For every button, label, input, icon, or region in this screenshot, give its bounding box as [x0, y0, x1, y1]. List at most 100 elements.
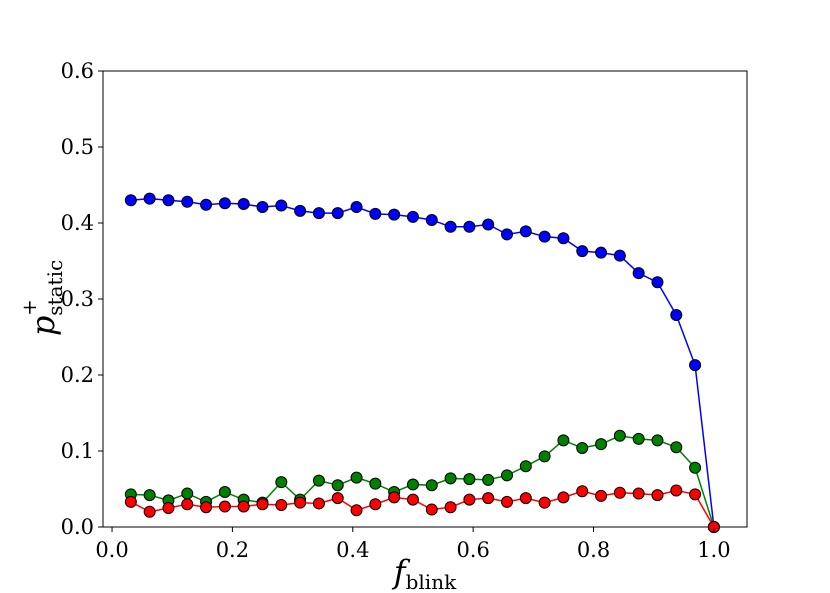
data-point	[256, 201, 269, 214]
data-point	[444, 220, 457, 233]
data-point	[181, 487, 194, 500]
data-point	[519, 460, 532, 473]
data-point	[312, 497, 325, 510]
series-line	[130, 197, 715, 528]
x-axis-label: fblink	[392, 553, 457, 593]
data-point	[632, 432, 645, 445]
data-point	[576, 245, 589, 258]
data-point	[124, 194, 137, 207]
data-point	[294, 204, 307, 217]
data-point	[369, 477, 382, 490]
data-point	[369, 498, 382, 511]
data-point	[444, 472, 457, 485]
data-point	[463, 493, 476, 506]
data-point	[538, 496, 551, 509]
data-point	[275, 476, 288, 489]
y-tick-label: 0.3	[61, 287, 94, 311]
data-point	[651, 489, 664, 502]
data-point	[331, 492, 344, 505]
data-point	[613, 486, 626, 499]
data-point	[689, 488, 702, 501]
data-point	[143, 192, 156, 205]
data-point	[200, 198, 213, 211]
data-point	[444, 501, 457, 514]
data-point	[425, 479, 438, 492]
data-point	[519, 225, 532, 238]
data-point	[557, 434, 570, 447]
data-point	[143, 489, 156, 502]
y-tick-label: 0.5	[61, 135, 94, 159]
data-point	[501, 228, 514, 241]
data-point	[689, 359, 702, 372]
data-point	[162, 194, 175, 207]
data-point	[463, 473, 476, 486]
data-point	[256, 498, 269, 511]
series-2	[124, 484, 720, 533]
data-point	[482, 473, 495, 486]
data-point	[482, 492, 495, 505]
data-point	[595, 489, 608, 502]
data-point	[425, 213, 438, 226]
data-point	[181, 195, 194, 208]
x-tick-label: 0.6	[456, 538, 489, 562]
y-tick-label: 0.2	[61, 363, 94, 387]
data-point	[576, 441, 589, 454]
data-point	[651, 276, 664, 289]
data-point	[519, 492, 532, 505]
data-point	[275, 498, 288, 511]
data-point	[331, 479, 344, 492]
data-point	[613, 429, 626, 442]
data-point	[613, 249, 626, 262]
series-layer	[124, 192, 720, 533]
data-point	[425, 503, 438, 516]
data-point	[218, 500, 231, 513]
data-point	[162, 502, 175, 514]
data-point	[200, 501, 213, 514]
data-point	[275, 199, 288, 212]
data-point	[670, 484, 683, 497]
data-point	[463, 220, 476, 233]
data-point	[576, 485, 589, 498]
data-point	[632, 267, 645, 280]
data-point	[557, 491, 570, 504]
data-point	[218, 486, 231, 499]
data-point	[501, 495, 514, 508]
data-point	[237, 500, 250, 513]
data-point	[181, 498, 194, 511]
axes-frame	[102, 70, 748, 528]
x-tick-label: 0.4	[336, 538, 369, 562]
data-point	[406, 210, 419, 223]
data-point	[538, 230, 551, 243]
data-point	[670, 441, 683, 454]
data-point	[406, 493, 419, 506]
data-point	[406, 478, 419, 491]
data-point	[501, 469, 514, 482]
data-point	[689, 461, 702, 474]
x-axis: 0.0 0.2 0.4 0.6 0.8 1.0	[95, 527, 731, 562]
data-point	[388, 491, 401, 504]
data-point	[331, 207, 344, 220]
y-tick-label: 0.1	[61, 439, 94, 463]
data-point	[388, 208, 401, 221]
data-point	[237, 198, 250, 210]
data-point	[538, 450, 551, 463]
data-point	[312, 207, 325, 220]
series-line	[130, 435, 715, 528]
series-0	[124, 192, 720, 533]
x-tick-label: 1.0	[697, 538, 730, 562]
data-point	[143, 505, 156, 518]
data-point	[557, 232, 570, 245]
y-tick-label: 0.6	[61, 59, 94, 83]
data-point	[670, 308, 683, 321]
data-point	[651, 434, 664, 447]
data-point	[312, 474, 325, 487]
data-point	[350, 471, 363, 484]
y-axis: 0.0 0.1 0.2 0.3 0.4 0.5 0.6	[61, 59, 103, 539]
data-point	[482, 218, 495, 231]
data-point	[124, 495, 137, 508]
x-tick-label: 0.8	[577, 538, 610, 562]
data-point	[350, 201, 363, 214]
data-point	[294, 496, 307, 509]
